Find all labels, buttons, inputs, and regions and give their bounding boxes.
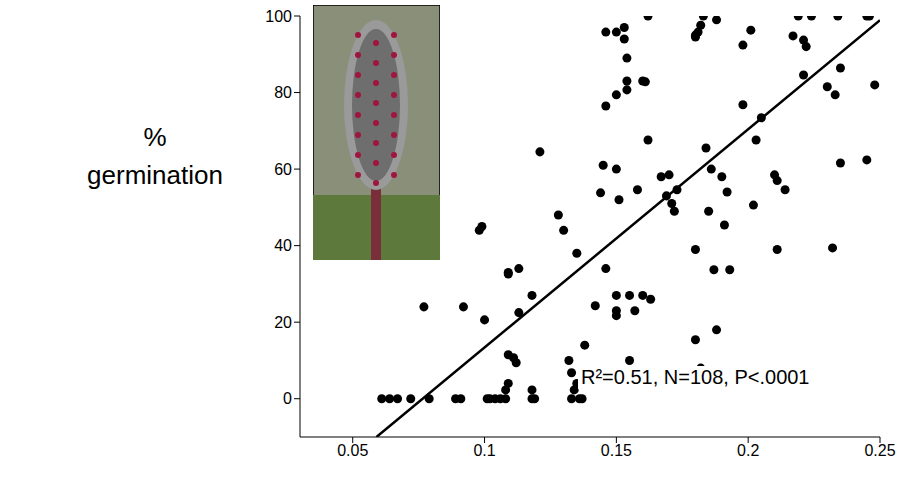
- svg-text:0: 0: [283, 390, 292, 407]
- svg-text:0.25: 0.25: [864, 442, 895, 459]
- svg-text:0.15: 0.15: [601, 442, 632, 459]
- svg-text:20: 20: [274, 314, 292, 331]
- svg-text:0.1: 0.1: [473, 442, 495, 459]
- svg-text:0.05: 0.05: [337, 442, 368, 459]
- html-text:R²=0.51, N=108, P<.0001: R²=0.51, N=108, P<.0001: [581, 366, 810, 388]
- svg-text:60: 60: [274, 161, 292, 178]
- svg-text:0.2: 0.2: [737, 442, 759, 459]
- svg-text:100: 100: [265, 8, 292, 25]
- svg-text:40: 40: [274, 237, 292, 254]
- svg-text:80: 80: [274, 84, 292, 101]
- html-text:germination: germination: [87, 160, 223, 190]
